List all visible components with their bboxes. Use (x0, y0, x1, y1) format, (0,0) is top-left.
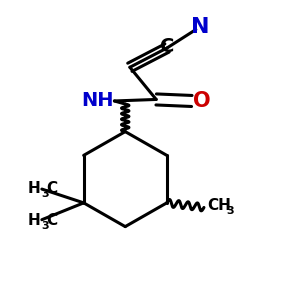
Text: H: H (28, 181, 40, 196)
Text: H: H (28, 213, 40, 228)
Text: C: C (46, 213, 58, 228)
Text: CH: CH (207, 198, 231, 213)
Text: NH: NH (81, 92, 114, 110)
Text: N: N (191, 17, 210, 37)
Text: 3: 3 (42, 189, 49, 199)
Text: 3: 3 (42, 221, 49, 231)
Text: 3: 3 (226, 206, 234, 216)
Text: C: C (160, 37, 174, 56)
Text: O: O (193, 91, 211, 111)
Text: C: C (46, 181, 58, 196)
